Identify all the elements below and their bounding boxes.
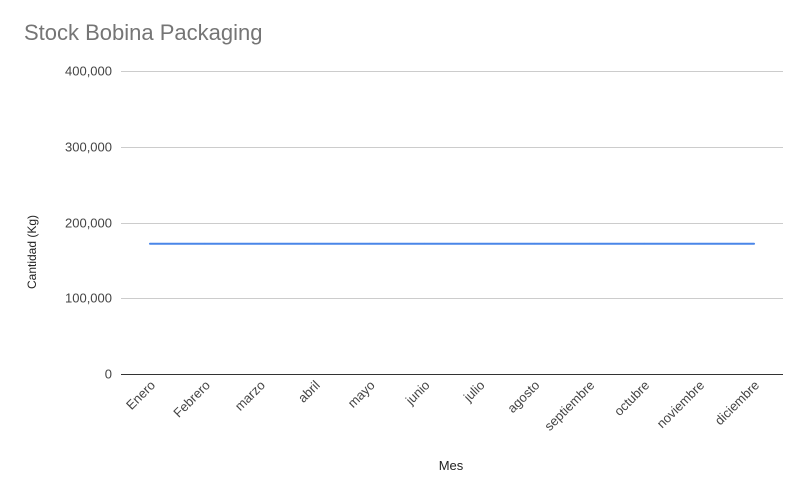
- x-tick-label: agosto: [504, 378, 542, 416]
- data-point: [368, 242, 371, 245]
- x-tick-label: marzo: [232, 378, 268, 414]
- y-tick-label: 200,000: [65, 216, 112, 231]
- y-tick-label: 400,000: [65, 64, 112, 79]
- data-point: [533, 242, 536, 245]
- data-point: [643, 242, 645, 245]
- data-point: [313, 242, 316, 245]
- data-point: [423, 242, 426, 245]
- x-tick-labels: Enero Febrero marzo abril mayo junio julio agos…: [123, 377, 762, 433]
- x-tick-label: septiembre: [541, 378, 597, 434]
- x-tick-label: abril: [295, 377, 323, 405]
- data-point: [478, 242, 481, 245]
- x-tick-label: diciembre: [712, 378, 762, 428]
- data-point: [204, 242, 206, 245]
- y-tick-label: 300,000: [65, 140, 112, 155]
- y-tick-label: 0: [105, 367, 112, 382]
- data-point: [149, 242, 151, 245]
- y-tick-label: 100,000: [65, 291, 112, 306]
- data-point: [753, 242, 755, 245]
- x-tick-label: julio: [460, 378, 488, 406]
- gridlines: [121, 71, 783, 375]
- x-tick-label: octubre: [611, 378, 652, 419]
- data-point: [588, 242, 591, 245]
- x-tick-label: junio: [402, 378, 433, 409]
- data-point: [698, 242, 700, 245]
- y-tick-labels: 0 100,000 200,000 300,000 400,000: [65, 64, 112, 382]
- data-point: [259, 242, 261, 245]
- x-tick-label: Enero: [123, 378, 158, 413]
- chart-title: Stock Bobina Packaging: [24, 20, 263, 45]
- series-layer: [149, 242, 755, 245]
- x-tick-label: noviembre: [654, 378, 708, 432]
- x-tick-label: Febrero: [170, 378, 213, 421]
- x-tick-label: mayo: [345, 378, 378, 411]
- x-axis-label: Mes: [438, 458, 464, 473]
